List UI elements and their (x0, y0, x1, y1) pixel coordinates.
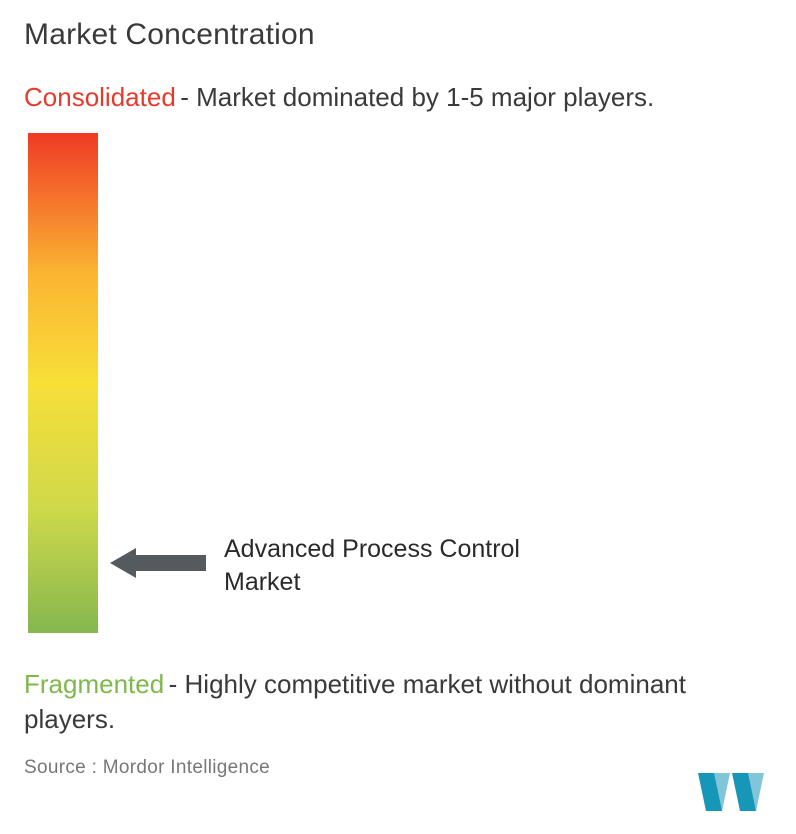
concentration-scale: Advanced Process Control Market (24, 133, 772, 653)
source-attribution: Source : Mordor Intelligence (24, 757, 772, 779)
page-title: Market Concentration (24, 18, 772, 52)
legend-consolidated-label: Consolidated (24, 82, 176, 112)
legend-fragmented-row: Fragmented - Highly competitive market w… (24, 667, 772, 737)
legend-consolidated-desc: - Market dominated by 1-5 major players. (180, 82, 654, 112)
marker-label: Advanced Process Control Market (224, 533, 584, 598)
legend-fragmented-label: Fragmented (24, 669, 164, 699)
market-position-marker: Advanced Process Control Market (110, 533, 584, 598)
arrow-left-icon (110, 548, 206, 583)
gradient-bar (28, 133, 98, 633)
brand-logo (692, 765, 770, 816)
legend-consolidated-row: Consolidated - Market dominated by 1-5 m… (24, 80, 772, 115)
